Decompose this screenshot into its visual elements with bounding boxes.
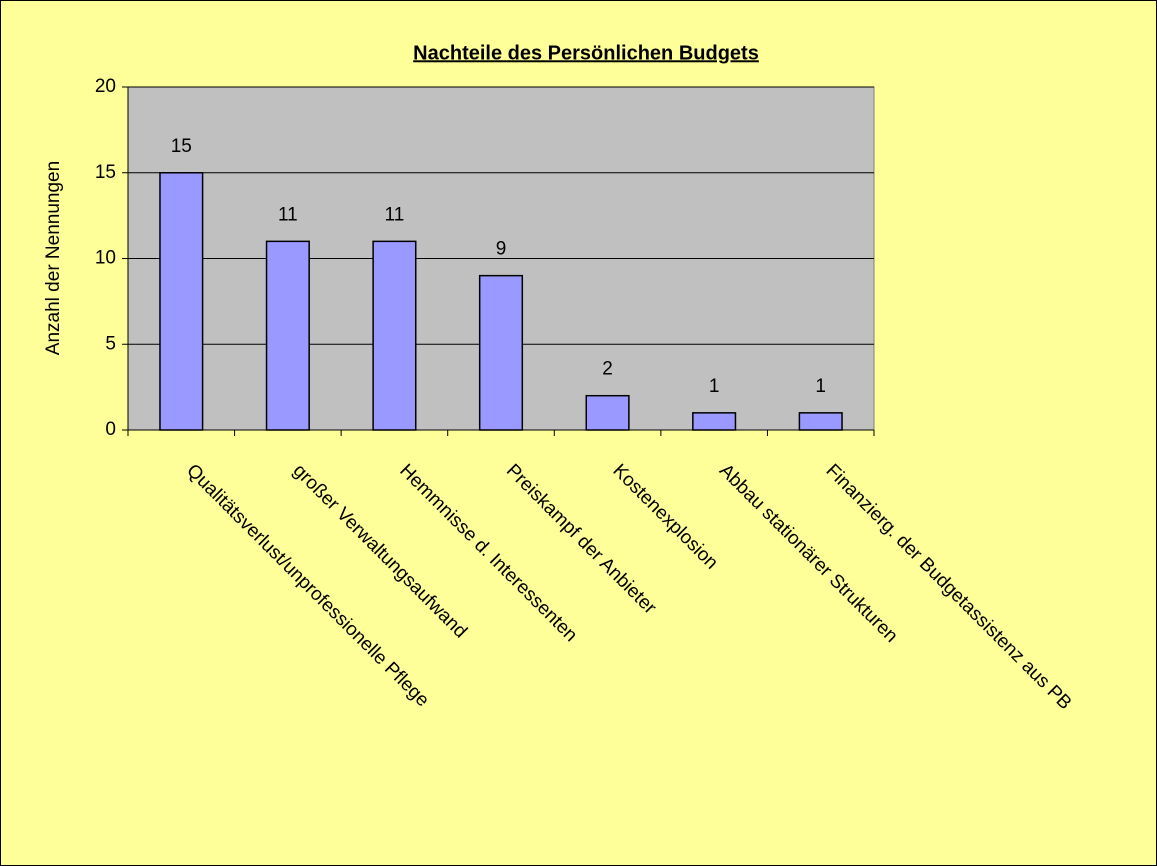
bar <box>159 172 204 431</box>
chart-title: Nachteile des Persönlichen Budgets <box>413 42 759 64</box>
bar <box>585 394 630 431</box>
bar <box>478 274 524 431</box>
y-tick-label: 10 <box>95 248 116 269</box>
y-tick-label: 0 <box>105 419 116 440</box>
y-axis-label: Anzahl der Nennungen <box>43 161 64 355</box>
y-tick-label: 15 <box>95 162 116 183</box>
bar <box>372 240 417 431</box>
bar <box>692 412 737 431</box>
y-tick-label: 20 <box>95 76 116 97</box>
y-tick-label: 5 <box>105 333 116 354</box>
bar <box>798 412 843 431</box>
data-label: 1 <box>709 376 720 397</box>
data-label: 9 <box>496 239 507 260</box>
data-label: 2 <box>602 359 613 380</box>
bar <box>265 240 310 431</box>
data-label: 11 <box>278 204 298 225</box>
data-label: 15 <box>171 136 192 157</box>
data-label: 1 <box>815 376 826 397</box>
data-label: 11 <box>385 204 405 225</box>
